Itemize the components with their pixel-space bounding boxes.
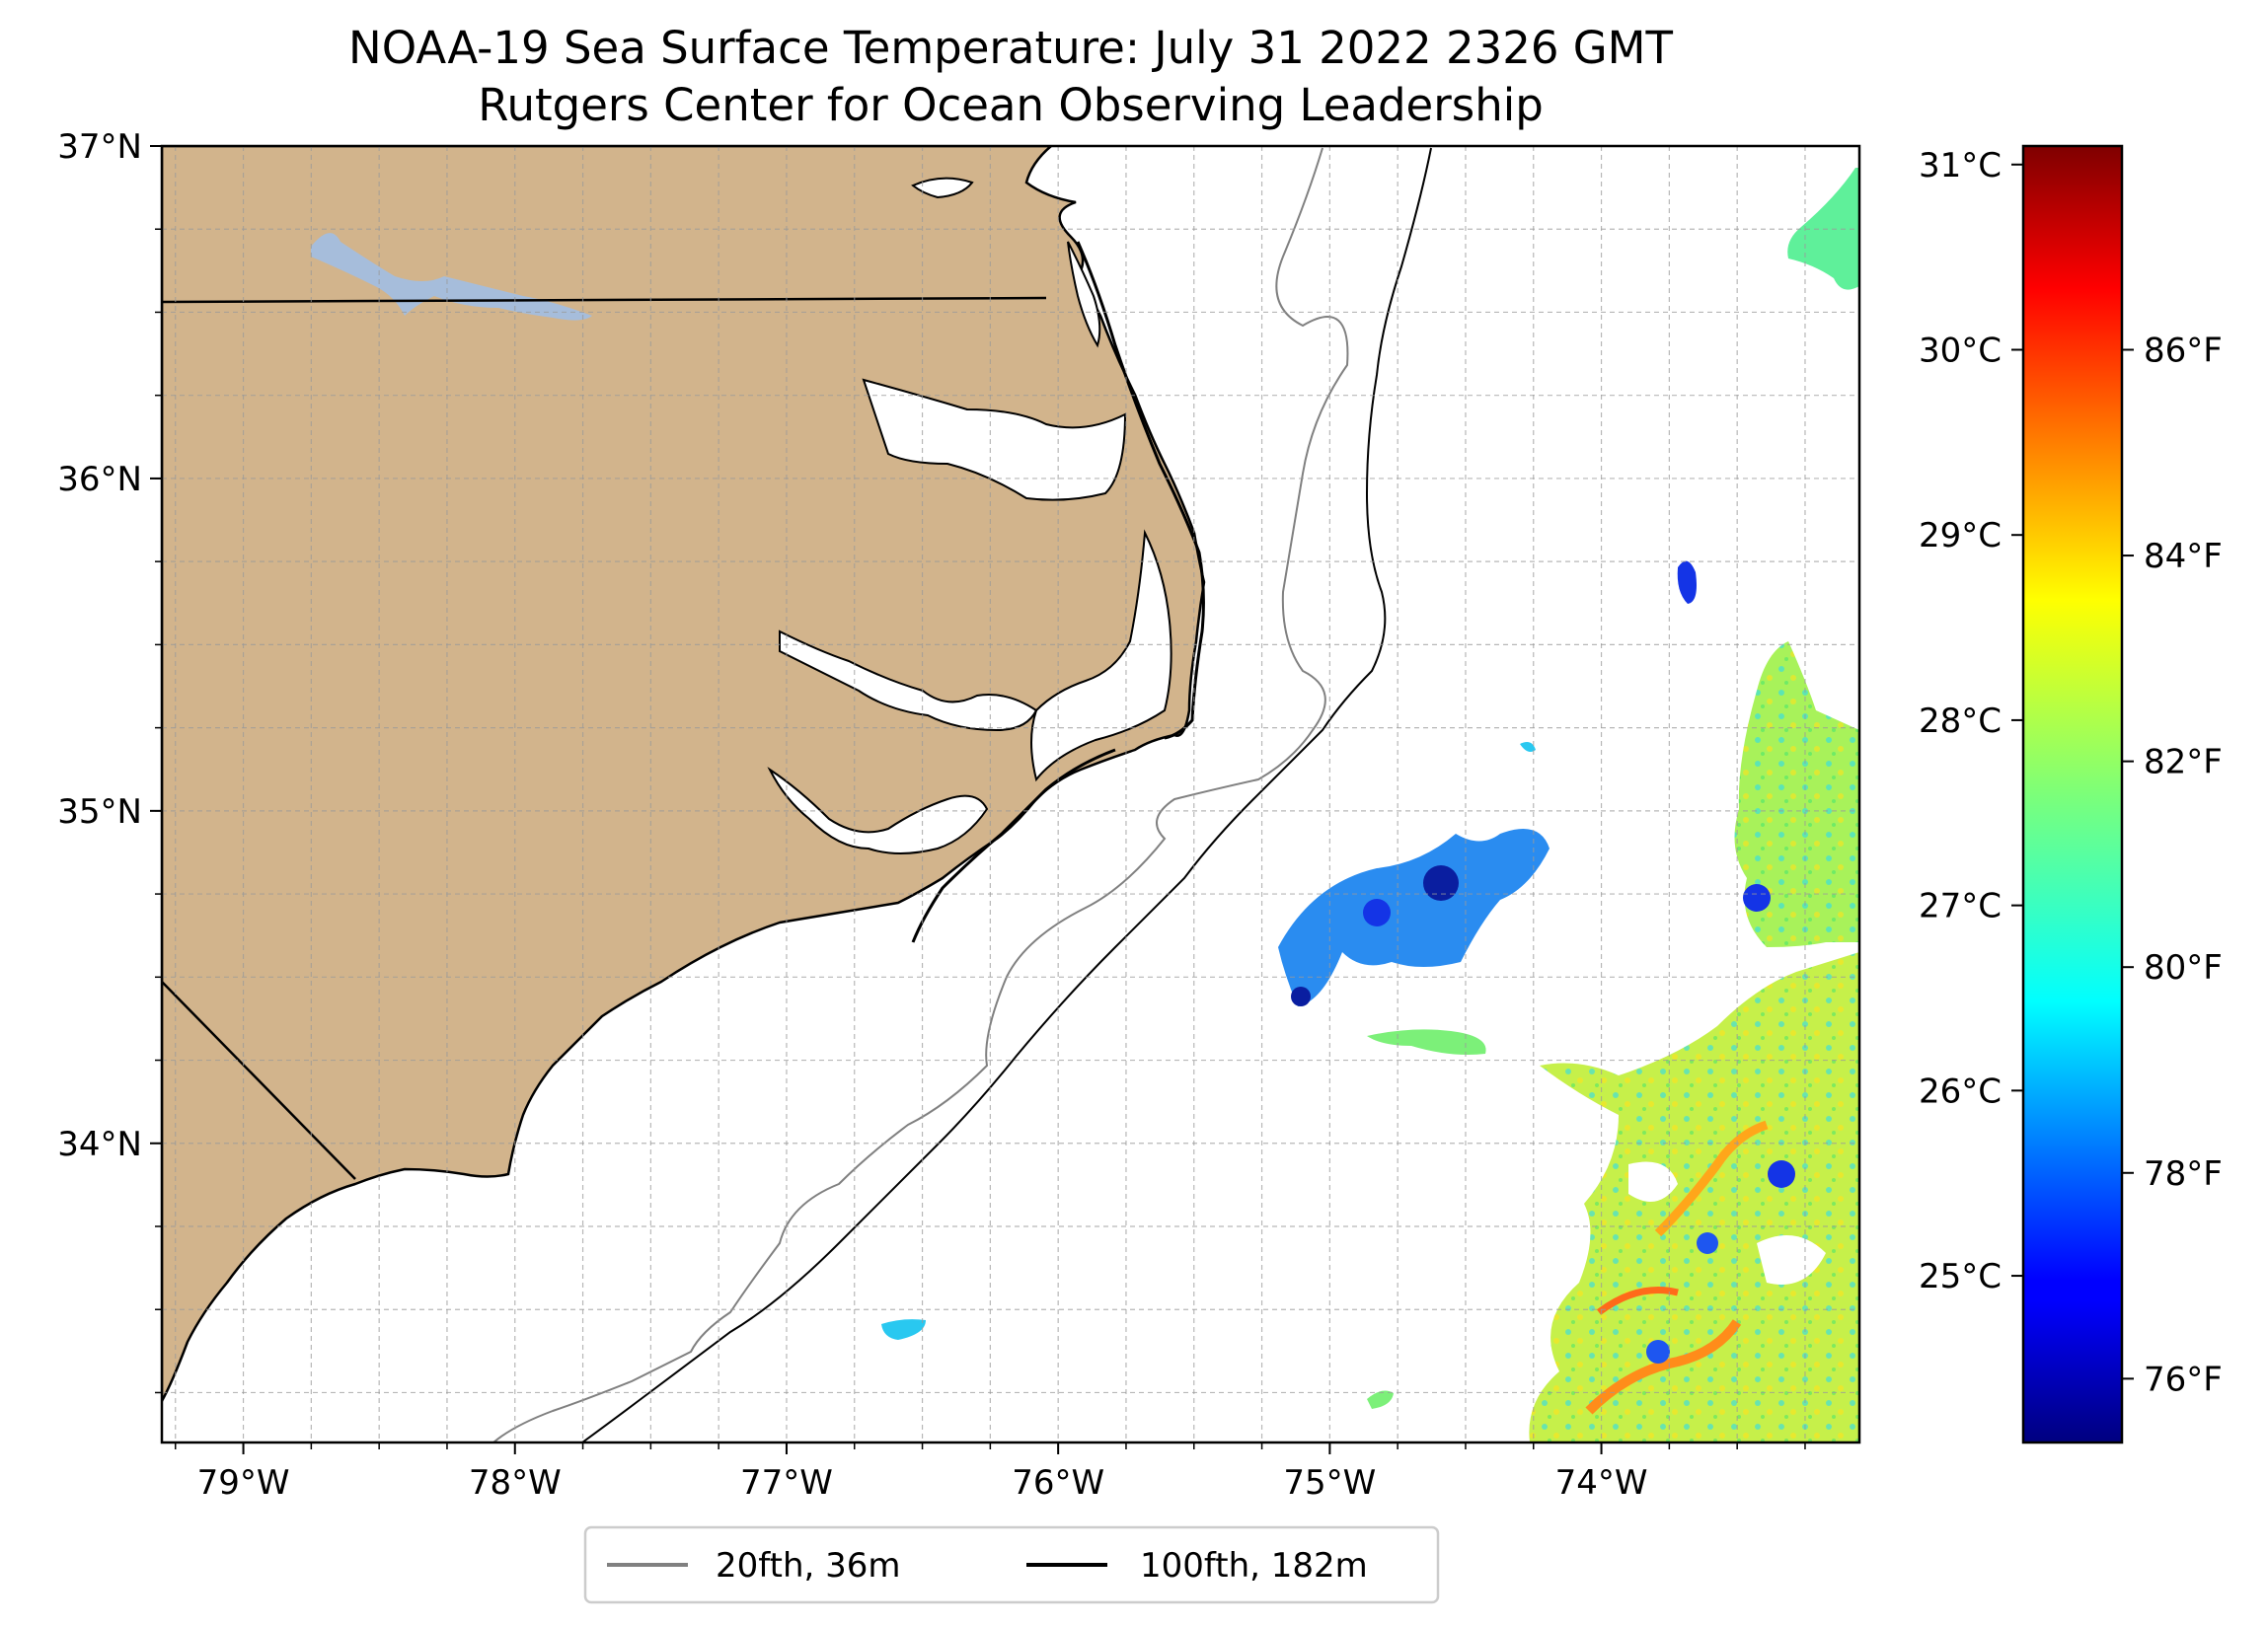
colorbar-fahrenheit-label: 86°F bbox=[2144, 331, 2223, 370]
map-ticks: 79°W 78°W 77°W 76°W 75°W 74°W 37°N 36°N 35°N 34°N bbox=[57, 127, 1806, 1503]
lon-tick-label: 76°W bbox=[1012, 1463, 1104, 1503]
sst-warm-streak-2 bbox=[1654, 1120, 1769, 1237]
colorbar-celsius-label: 29°C bbox=[1919, 516, 2002, 555]
pamlico-river bbox=[779, 629, 1038, 732]
legend-box bbox=[583, 1525, 1440, 1604]
nc-sc-border bbox=[162, 981, 356, 1180]
colorbar-fahrenheit-label: 76°F bbox=[2144, 1360, 2223, 1399]
gridlines bbox=[162, 146, 1859, 1442]
isobath-100fth bbox=[581, 147, 1432, 1442]
colorbar-celsius-label: 31°C bbox=[1919, 146, 2002, 185]
colorbar-fahrenheit-label: 80°F bbox=[2144, 948, 2223, 988]
legend-label-20fth: 20fth, 36m bbox=[716, 1546, 901, 1586]
lat-tick-label: 36°N bbox=[57, 460, 142, 499]
colorbar-celsius-label: 26°C bbox=[1919, 1072, 2002, 1111]
sst-cloud-gap-2 bbox=[1628, 1161, 1678, 1202]
sst-cold-core-3 bbox=[1291, 987, 1311, 1006]
lon-tick-label: 77°W bbox=[740, 1463, 833, 1503]
sst-small-patch-1 bbox=[881, 1319, 926, 1340]
colorbar: 25°C 26°C 27°C 28°C 29°C 30°C 31°C 76°F 78°F 80°F… bbox=[1919, 144, 2223, 1444]
core-banks bbox=[911, 748, 1116, 943]
sst-warm-streak-3 bbox=[1596, 1287, 1679, 1315]
colorbar-gradient bbox=[2023, 146, 2122, 1442]
lon-tick-label: 78°W bbox=[469, 1463, 562, 1503]
lon-tick-label: 79°W bbox=[197, 1463, 290, 1503]
lat-tick-label: 35°N bbox=[57, 792, 142, 832]
currituck-sound bbox=[1067, 241, 1101, 348]
colorbar-celsius-label: 27°C bbox=[1919, 887, 2002, 926]
sst-small-patch-3 bbox=[1367, 1390, 1394, 1409]
neuse-river bbox=[767, 767, 989, 854]
colorbar-celsius-label: 28°C bbox=[1919, 702, 2002, 741]
sst-cold-core-1 bbox=[1423, 865, 1459, 901]
sst-cold-core-2 bbox=[1363, 899, 1391, 926]
pamlico-sound bbox=[1030, 529, 1172, 782]
isobath-20fth bbox=[492, 147, 1349, 1442]
sst-cold-spot-north bbox=[1677, 560, 1697, 604]
sst-small-patch-2 bbox=[1367, 1029, 1486, 1055]
lon-tick-label: 74°W bbox=[1555, 1463, 1648, 1503]
colorbar-ticks: 25°C 26°C 27°C 28°C 29°C 30°C 31°C 76°F 78°F 80°F… bbox=[1919, 146, 2223, 1400]
colorbar-fahrenheit-label: 84°F bbox=[2144, 537, 2223, 576]
sst-cloud-gap-1 bbox=[1757, 1235, 1826, 1285]
chart-title: NOAA-19 Sea Surface Temperature: July 31… bbox=[348, 22, 1673, 74]
chesapeake-inlet bbox=[911, 177, 974, 199]
colorbar-fahrenheit-label: 82°F bbox=[2144, 743, 2223, 782]
sst-patch-central-east-texture bbox=[1734, 641, 1859, 947]
colorbar-celsius-label: 30°C bbox=[1919, 331, 2002, 370]
legend: 20fth, 36m 100fth, 182m bbox=[583, 1525, 1440, 1604]
colorbar-fahrenheit-label: 78°F bbox=[2144, 1154, 2223, 1194]
va-nc-border bbox=[162, 296, 1047, 304]
legend-label-100fth: 100fth, 182m bbox=[1140, 1546, 1368, 1586]
lon-tick-label: 75°W bbox=[1283, 1463, 1376, 1503]
colorbar-celsius-label: 25°C bbox=[1919, 1257, 2002, 1296]
kerr-lake bbox=[311, 233, 592, 321]
albemarle-sound bbox=[862, 378, 1127, 501]
sst-patches bbox=[881, 168, 1859, 1442]
map-panel: 79°W 78°W 77°W 76°W 75°W 74°W 37°N 36°N 35°N 34°N bbox=[57, 127, 1861, 1503]
outer-banks bbox=[1076, 241, 1205, 740]
sst-cold-spot-4 bbox=[1697, 1232, 1718, 1254]
sst-small-patch-4 bbox=[1520, 742, 1536, 752]
sst-cold-spot-1 bbox=[1768, 1160, 1795, 1188]
map-frame bbox=[160, 144, 1861, 1444]
lat-tick-label: 37°N bbox=[57, 127, 142, 167]
sst-cold-spot-3 bbox=[1646, 1340, 1670, 1364]
chart-subtitle: Rutgers Center for Ocean Observing Leade… bbox=[478, 79, 1544, 131]
sst-patch-central-cold bbox=[1278, 829, 1550, 1006]
sst-warm-streak-1 bbox=[1585, 1319, 1742, 1415]
sst-cold-spot-2 bbox=[1743, 884, 1771, 912]
lat-tick-label: 34°N bbox=[57, 1125, 142, 1164]
colorbar-frame bbox=[2021, 144, 2124, 1444]
